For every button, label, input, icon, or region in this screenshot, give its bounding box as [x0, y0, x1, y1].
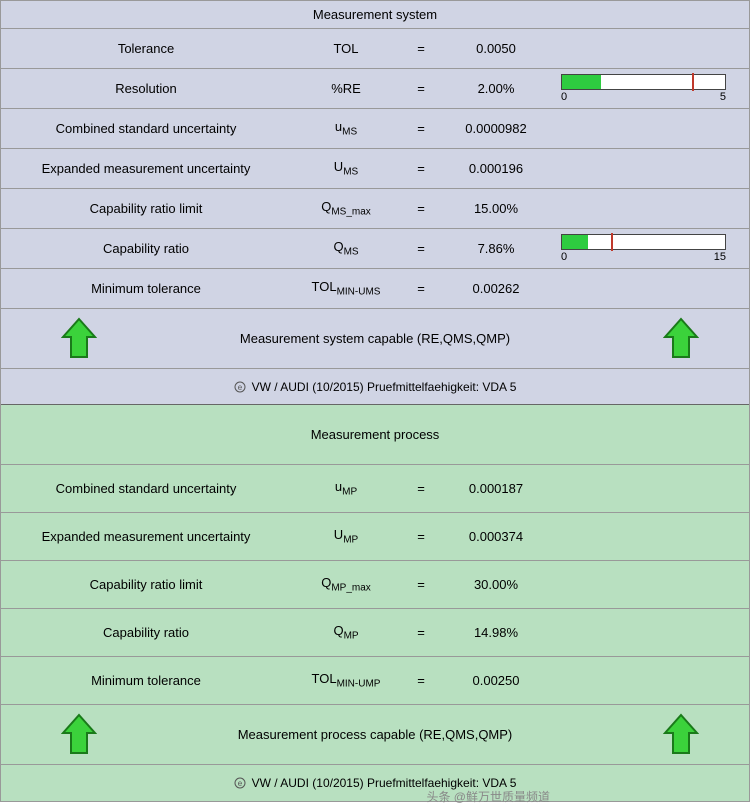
data-row: Minimum toleranceTOLMIN-UMS=0.00262	[1, 269, 749, 309]
bar-min: 0	[561, 251, 567, 263]
capability-bar: 0 15	[561, 234, 726, 263]
row-symbol: TOL	[291, 41, 401, 56]
row-symbol: uMS	[291, 119, 401, 138]
row-value: 15.00%	[441, 201, 551, 216]
row-label: Combined standard uncertainty	[1, 481, 291, 496]
section-title: Measurement process	[311, 427, 440, 442]
data-row: Expanded measurement uncertaintyUMP=0.00…	[1, 513, 749, 561]
row-label: Capability ratio limit	[1, 577, 291, 592]
row-label: Capability ratio limit	[1, 201, 291, 216]
row-value: 0.0050	[441, 41, 551, 56]
capable-text: Measurement process capable (RE,QMS,QMP)	[238, 727, 513, 742]
section-header: Measurement process	[1, 405, 749, 465]
capability-bar: 05	[561, 74, 726, 103]
info-icon: e	[234, 381, 246, 393]
row-value: 0.000187	[441, 481, 551, 496]
row-eq: =	[401, 241, 441, 256]
row-label: Capability ratio	[1, 625, 291, 640]
row-label: Capability ratio	[1, 241, 291, 256]
svg-text:e: e	[237, 383, 242, 392]
row-value: 0.000374	[441, 529, 551, 544]
arrow-up-icon	[61, 713, 97, 757]
row-value: 0.00262	[441, 281, 551, 296]
section-title: Measurement system	[313, 7, 437, 22]
row-label: Minimum tolerance	[1, 281, 291, 296]
row-symbol: UMP	[291, 527, 401, 546]
row-label: Expanded measurement uncertainty	[1, 161, 291, 176]
row-value: 0.0000982	[441, 121, 551, 136]
measurement-process-section: Measurement process Combined standard un…	[1, 405, 749, 801]
row-symbol: %RE	[291, 81, 401, 96]
bar-max: 15	[714, 251, 726, 263]
row-eq: =	[401, 673, 441, 688]
row-eq: =	[401, 161, 441, 176]
bar-max: 5	[720, 91, 726, 103]
row-symbol: QMS	[291, 239, 401, 258]
capable-row: Measurement system capable (RE,QMS,QMP)	[1, 309, 749, 369]
row-value: 7.86%	[441, 241, 551, 256]
row-eq: =	[401, 281, 441, 296]
row-symbol: TOLMIN-UMS	[291, 279, 401, 298]
data-row: Combined standard uncertaintyuMS=0.00009…	[1, 109, 749, 149]
row-value: 30.00%	[441, 577, 551, 592]
data-row: Capability ratioQMP=14.98%	[1, 609, 749, 657]
row-symbol: QMS_max	[291, 199, 401, 218]
footer-text: VW / AUDI (10/2015) Pruefmittelfaehigkei…	[252, 380, 517, 394]
row-value: 14.98%	[441, 625, 551, 640]
row-label: Minimum tolerance	[1, 673, 291, 688]
row-value: 0.00250	[441, 673, 551, 688]
row-eq: =	[401, 481, 441, 496]
row-bar-cell: 0 15	[551, 234, 731, 263]
row-eq: =	[401, 201, 441, 216]
info-icon: e	[234, 777, 246, 789]
data-row: Capability ratio limitQMP_max=30.00%	[1, 561, 749, 609]
data-row: Minimum toleranceTOLMIN-UMP=0.00250	[1, 657, 749, 705]
section-footer: e VW / AUDI (10/2015) Pruefmittelfaehigk…	[1, 765, 749, 801]
row-symbol: uMP	[291, 479, 401, 498]
row-eq: =	[401, 577, 441, 592]
data-row: Resolution%RE=2.00%05	[1, 69, 749, 109]
row-bar-cell: 05	[551, 74, 731, 103]
row-symbol: QMP	[291, 623, 401, 642]
data-row: Combined standard uncertaintyuMP=0.00018…	[1, 465, 749, 513]
data-row: ToleranceTOL=0.0050	[1, 29, 749, 69]
measurement-system-section: Measurement system ToleranceTOL=0.0050Re…	[1, 1, 749, 405]
row-eq: =	[401, 41, 441, 56]
row-label: Tolerance	[1, 41, 291, 56]
row-symbol: TOLMIN-UMP	[291, 671, 401, 690]
row-value: 2.00%	[441, 81, 551, 96]
row-eq: =	[401, 625, 441, 640]
bar-min: 0	[561, 91, 567, 103]
row-symbol: QMP_max	[291, 575, 401, 594]
capable-text: Measurement system capable (RE,QMS,QMP)	[240, 331, 510, 346]
arrow-up-icon	[61, 317, 97, 361]
arrow-up-icon	[663, 317, 699, 361]
row-eq: =	[401, 529, 441, 544]
row-symbol: UMS	[291, 159, 401, 178]
data-row: Expanded measurement uncertaintyUMS=0.00…	[1, 149, 749, 189]
watermark-text: 头条 @鲜万世质量频道	[426, 788, 550, 805]
svg-text:e: e	[237, 779, 242, 788]
capable-row: Measurement process capable (RE,QMS,QMP)	[1, 705, 749, 765]
data-row: Capability ratioQMS=7.86% 0 15	[1, 229, 749, 269]
section-header: Measurement system	[1, 1, 749, 29]
arrow-up-icon	[663, 713, 699, 757]
row-label: Expanded measurement uncertainty	[1, 529, 291, 544]
data-row: Capability ratio limitQMS_max=15.00%	[1, 189, 749, 229]
row-label: Resolution	[1, 81, 291, 96]
row-value: 0.000196	[441, 161, 551, 176]
row-eq: =	[401, 81, 441, 96]
row-eq: =	[401, 121, 441, 136]
section-footer: e VW / AUDI (10/2015) Pruefmittelfaehigk…	[1, 369, 749, 405]
row-label: Combined standard uncertainty	[1, 121, 291, 136]
